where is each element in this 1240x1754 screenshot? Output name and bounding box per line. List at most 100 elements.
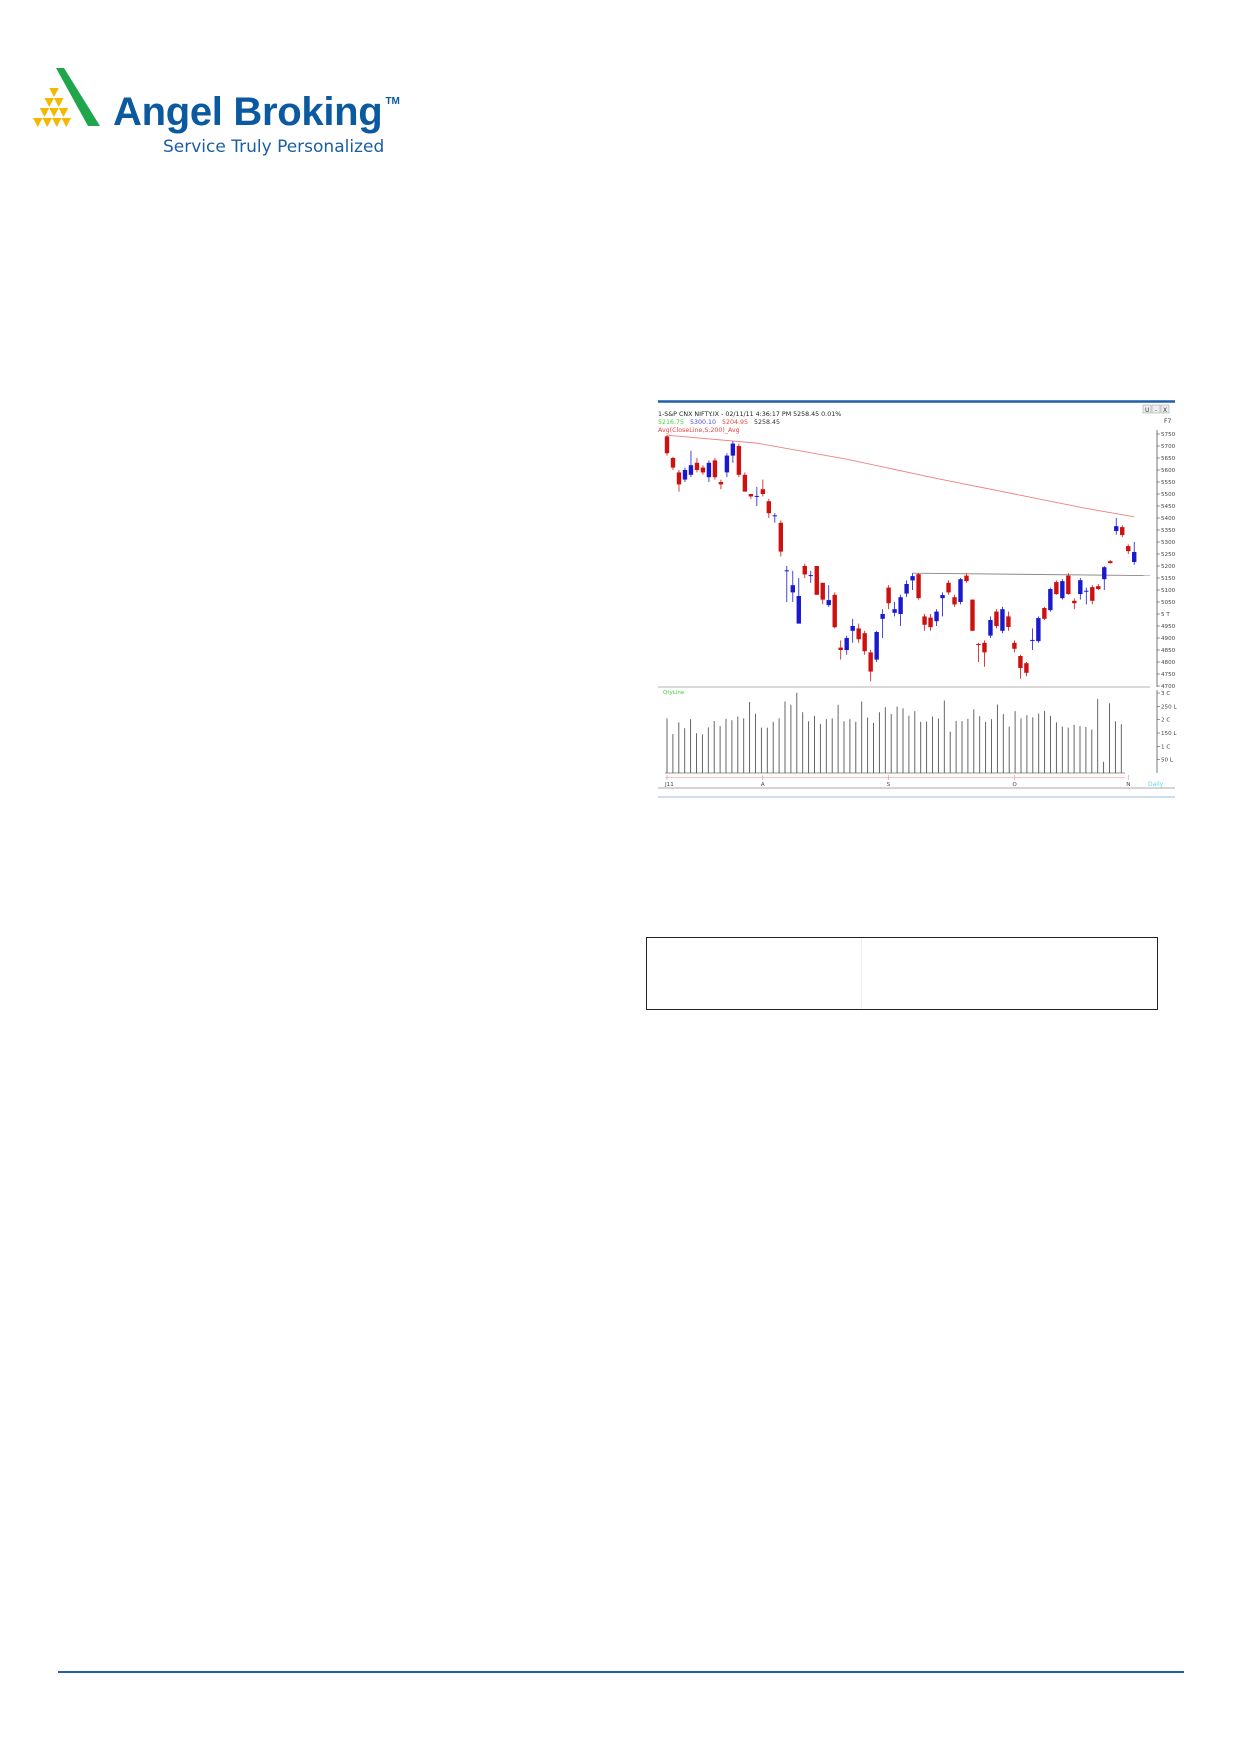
candle xyxy=(802,563,807,578)
footer-rule xyxy=(58,1671,1184,1673)
candle xyxy=(946,580,951,595)
price-tick-label: 5550 xyxy=(1161,480,1176,486)
candle xyxy=(1054,580,1059,595)
candle xyxy=(850,618,855,643)
candle xyxy=(874,630,879,662)
candle xyxy=(1060,579,1065,600)
volume-tick-label: 2 C xyxy=(1161,718,1170,724)
candle xyxy=(1006,611,1011,631)
candle-body xyxy=(772,515,778,517)
candle-body xyxy=(970,599,975,631)
candle-body xyxy=(808,575,813,577)
price-tick-label: 5200 xyxy=(1161,564,1176,570)
candle-body xyxy=(940,595,945,599)
candle xyxy=(1084,587,1089,605)
candle-body xyxy=(976,644,981,645)
candle xyxy=(838,640,843,660)
candle xyxy=(1132,541,1137,565)
logo-triangle xyxy=(61,118,71,127)
candle xyxy=(1108,560,1113,564)
candle xyxy=(730,441,736,463)
price-tick-label: 4850 xyxy=(1161,648,1176,654)
brand-name: Angel Broking xyxy=(113,90,383,134)
candle-body xyxy=(796,596,801,624)
candle xyxy=(820,582,825,605)
candle-body xyxy=(1030,639,1035,641)
date-tick-label: S xyxy=(887,782,891,788)
candle-body xyxy=(694,462,700,470)
candle xyxy=(862,630,867,655)
candle xyxy=(1024,662,1029,677)
candle-body xyxy=(1060,581,1065,599)
angel-broking-logo-icon xyxy=(33,68,100,127)
volume-tick-label: 50 L xyxy=(1161,758,1174,764)
window-undock-button[interactable] xyxy=(1142,404,1152,414)
candle xyxy=(910,573,915,590)
candle xyxy=(1126,544,1131,554)
candle xyxy=(766,498,772,518)
candle-body xyxy=(1054,582,1059,595)
candle xyxy=(832,592,837,629)
candle xyxy=(880,609,885,638)
candle-body xyxy=(880,614,885,619)
readout-close: 5258.45 xyxy=(754,419,780,426)
candle-body xyxy=(760,489,766,494)
candle-body xyxy=(1072,600,1077,604)
window-close-button[interactable] xyxy=(1160,404,1170,414)
price-tick-label: 5750 xyxy=(1161,432,1176,438)
candle xyxy=(790,570,795,602)
candle-body xyxy=(1024,663,1029,673)
candle-body xyxy=(820,582,825,600)
window-minimize-button[interactable] xyxy=(1151,404,1161,414)
readout-open: 5216.75 xyxy=(658,419,684,426)
candle-body xyxy=(922,616,927,625)
logo-triangle xyxy=(33,118,43,127)
candle xyxy=(1018,654,1023,679)
candle-body xyxy=(850,626,855,631)
neckline-trendline xyxy=(912,572,1151,577)
candle xyxy=(760,479,766,497)
candle xyxy=(1102,566,1107,590)
candle-body xyxy=(1102,567,1107,580)
candle xyxy=(844,635,849,655)
candle-body xyxy=(1132,551,1137,562)
candle-body xyxy=(1108,561,1113,564)
window-close-label: X xyxy=(1163,407,1167,414)
candle-body xyxy=(856,628,861,640)
candle xyxy=(718,479,724,490)
candle-body xyxy=(1078,580,1083,595)
logo-triangle xyxy=(39,108,50,117)
candle-body xyxy=(676,472,682,485)
candle xyxy=(940,592,945,617)
frequency-label[interactable]: Daily xyxy=(1148,781,1164,788)
candle-body xyxy=(928,617,933,628)
candle xyxy=(706,460,712,482)
candle-body xyxy=(1048,589,1053,611)
volume-tick-label: 250 L xyxy=(1161,704,1177,710)
price-tick-label: 5650 xyxy=(1161,456,1176,462)
date-tick-label: N xyxy=(1126,782,1130,788)
candle-body xyxy=(838,647,843,650)
candle-body xyxy=(730,443,736,456)
window-minimize-label: - xyxy=(1155,407,1157,414)
volume-tick-label: 1 C xyxy=(1161,744,1170,750)
candle xyxy=(934,609,939,626)
candle-body xyxy=(1126,546,1131,552)
candle-body xyxy=(994,611,999,626)
price-tick-label: 5250 xyxy=(1161,552,1176,558)
logo-triangle xyxy=(42,118,52,127)
date-tick-label: J11 xyxy=(664,782,674,788)
candle-body xyxy=(886,587,891,604)
candle xyxy=(778,520,784,557)
candle xyxy=(1090,585,1095,605)
price-tick-label: 5350 xyxy=(1161,528,1176,534)
price-tick-label: 4700 xyxy=(1161,684,1176,690)
price-tick-label: 5400 xyxy=(1161,516,1176,522)
candle xyxy=(898,594,903,626)
candle xyxy=(664,435,670,456)
candle xyxy=(712,458,718,480)
candle xyxy=(958,578,963,605)
window-undock-label: U xyxy=(1145,407,1149,414)
moving-average-label: Avg(CloseLine,S,200)_Avg xyxy=(658,427,740,434)
candle-body xyxy=(982,642,987,653)
